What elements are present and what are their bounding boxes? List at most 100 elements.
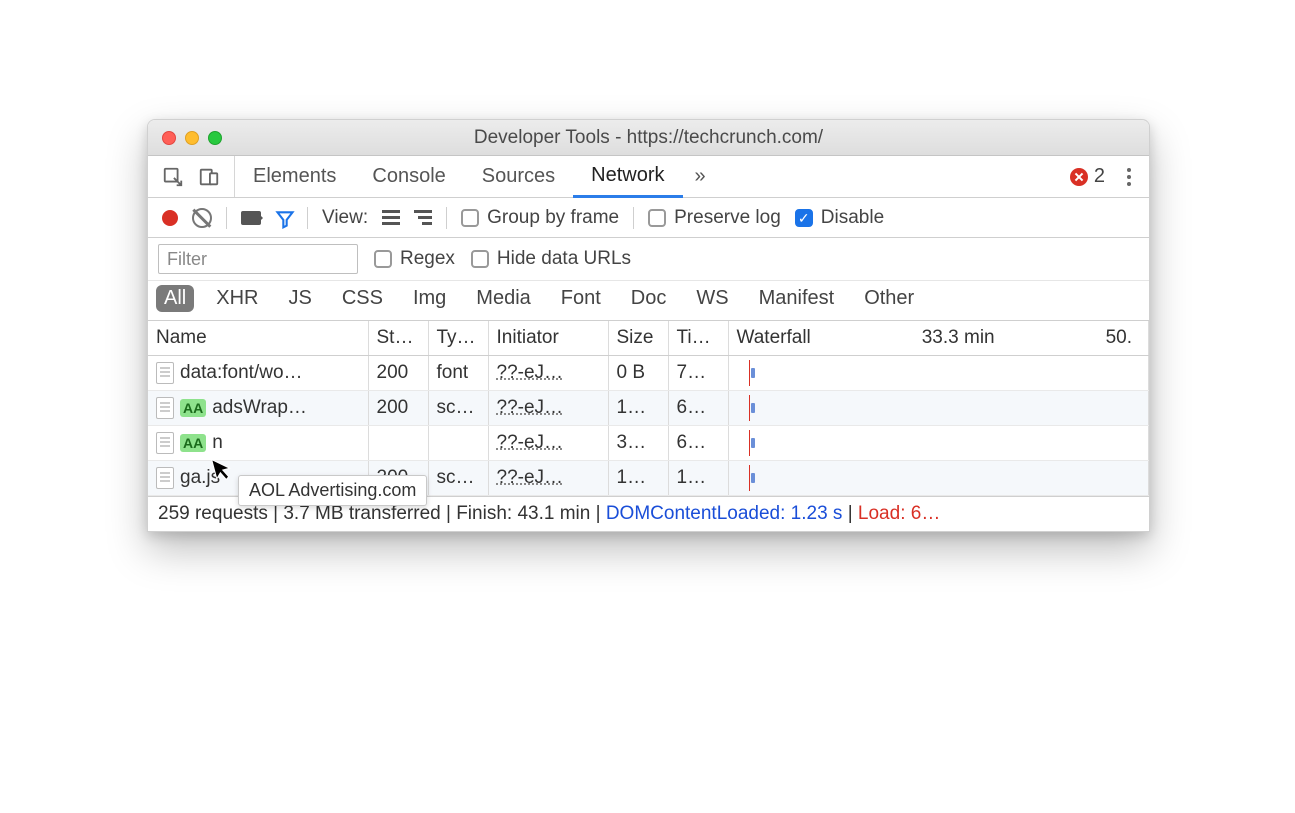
type-filter-ws[interactable]: WS (688, 285, 736, 312)
status-sep: | (596, 503, 606, 524)
cell-type: sc… (428, 390, 488, 425)
inspect-element-icon[interactable] (162, 166, 184, 188)
window-title: Developer Tools - https://techcrunch.com… (148, 127, 1149, 149)
checkbox-icon (648, 209, 666, 227)
record-button[interactable] (162, 210, 178, 226)
cell-initiator[interactable]: ??-eJ… (488, 425, 608, 460)
tooltip: AOL Advertising.com (238, 475, 427, 506)
devtools-window: Developer Tools - https://techcrunch.com… (147, 119, 1150, 532)
titlebar: Developer Tools - https://techcrunch.com… (148, 120, 1149, 156)
initiator-link[interactable]: ??-eJ… (497, 397, 564, 418)
error-count: 2 (1094, 165, 1105, 188)
network-table: Name St… Ty… Initiator Size Ti… Waterfal… (148, 321, 1149, 496)
waterfall-load-line (749, 430, 750, 456)
regex-label: Regex (400, 248, 455, 270)
cell-size: 1… (608, 390, 668, 425)
regex-option[interactable]: Regex (374, 248, 455, 270)
small-rows-icon[interactable] (414, 210, 432, 225)
col-header-name[interactable]: Name (148, 321, 368, 355)
type-filter-media[interactable]: Media (468, 285, 538, 312)
preserve-log-option[interactable]: Preserve log (648, 207, 781, 229)
minimize-window-button[interactable] (185, 131, 199, 145)
cell-size: 3… (608, 425, 668, 460)
cell-waterfall (728, 425, 1149, 460)
cell-size: 1… (608, 460, 668, 495)
status-domcontentloaded: DOMContentLoaded: 1.23 s (606, 503, 843, 524)
more-tabs-icon[interactable]: » (683, 165, 718, 188)
error-count-badge[interactable]: 2 (1070, 165, 1105, 188)
tab-network[interactable]: Network (573, 156, 682, 198)
separator (307, 207, 308, 229)
table-row[interactable]: AA n ??-eJ… 3…6… (148, 425, 1149, 460)
type-filter-other[interactable]: Other (856, 285, 922, 312)
close-window-button[interactable] (162, 131, 176, 145)
initiator-link[interactable]: ??-eJ… (497, 362, 564, 383)
col-header-waterfall[interactable]: Waterfall 33.3 min 50. (728, 321, 1149, 355)
disable-cache-label: Disable (821, 207, 884, 229)
waterfall-label: Waterfall (737, 327, 811, 349)
cell-type: sc… (428, 460, 488, 495)
filter-toggle-icon[interactable] (275, 209, 293, 227)
col-header-time[interactable]: Ti… (668, 321, 728, 355)
table-row[interactable]: data:font/wo…200font??-eJ…0 B7… (148, 355, 1149, 390)
view-label: View: (322, 207, 368, 229)
cell-waterfall (728, 355, 1149, 390)
status-load: Load: 6… (858, 503, 940, 524)
cell-status: 200 (368, 390, 428, 425)
cell-waterfall (728, 390, 1149, 425)
type-filter-all[interactable]: All (156, 285, 194, 312)
resource-name: n (212, 432, 223, 454)
tab-console[interactable]: Console (354, 156, 463, 197)
col-header-type[interactable]: Ty… (428, 321, 488, 355)
capture-screenshots-icon[interactable] (241, 211, 261, 225)
large-rows-icon[interactable] (382, 210, 400, 225)
waterfall-load-line (749, 465, 750, 491)
cell-time: 6… (668, 425, 728, 460)
initiator-link[interactable]: ??-eJ… (497, 432, 564, 453)
tracker-badge: AA (180, 434, 206, 452)
disable-cache-option[interactable]: ✓ Disable (795, 207, 884, 229)
tab-sources[interactable]: Sources (464, 156, 573, 197)
separator (446, 207, 447, 229)
table-header-row: Name St… Ty… Initiator Size Ti… Waterfal… (148, 321, 1149, 355)
cell-initiator[interactable]: ??-eJ… (488, 355, 608, 390)
settings-menu-icon[interactable] (1119, 164, 1139, 190)
cell-waterfall (728, 460, 1149, 495)
cell-initiator[interactable]: ??-eJ… (488, 390, 608, 425)
type-filter-doc[interactable]: Doc (623, 285, 675, 312)
waterfall-bar (751, 473, 755, 483)
col-header-size[interactable]: Size (608, 321, 668, 355)
hide-data-urls-label: Hide data URLs (497, 248, 631, 270)
type-filter-xhr[interactable]: XHR (208, 285, 266, 312)
clear-button[interactable] (192, 208, 212, 228)
error-icon (1070, 168, 1088, 186)
status-sep: | (446, 503, 456, 524)
col-header-status[interactable]: St… (368, 321, 428, 355)
document-icon (156, 397, 174, 419)
tab-elements[interactable]: Elements (235, 156, 354, 197)
cell-initiator[interactable]: ??-eJ… (488, 460, 608, 495)
table-row[interactable]: AAadsWrap…200sc… ??-eJ… 1…6… (148, 390, 1149, 425)
hide-data-urls-option[interactable]: Hide data URLs (471, 248, 631, 270)
col-header-initiator[interactable]: Initiator (488, 321, 608, 355)
type-filter-manifest[interactable]: Manifest (751, 285, 843, 312)
cell-time: 6… (668, 390, 728, 425)
type-filter-js[interactable]: JS (280, 285, 319, 312)
type-filter-font[interactable]: Font (553, 285, 609, 312)
zoom-window-button[interactable] (208, 131, 222, 145)
resource-name: data:font/wo… (180, 362, 303, 384)
cell-name: AAadsWrap… (148, 390, 368, 425)
filter-input[interactable] (158, 244, 358, 274)
device-toolbar-icon[interactable] (198, 166, 220, 188)
type-filter-img[interactable]: Img (405, 285, 454, 312)
cell-type: font (428, 355, 488, 390)
waterfall-mark-2: 50. (1106, 327, 1132, 349)
document-icon (156, 432, 174, 454)
type-filter-css[interactable]: CSS (334, 285, 391, 312)
inspect-tools (148, 156, 235, 197)
cell-time: 1… (668, 460, 728, 495)
separator (633, 207, 634, 229)
resource-type-filter: All XHR JS CSS Img Media Font Doc WS Manifest Othe… (148, 281, 1149, 321)
group-by-frame-option[interactable]: Group by frame (461, 207, 619, 229)
initiator-link[interactable]: ??-eJ… (497, 467, 564, 488)
